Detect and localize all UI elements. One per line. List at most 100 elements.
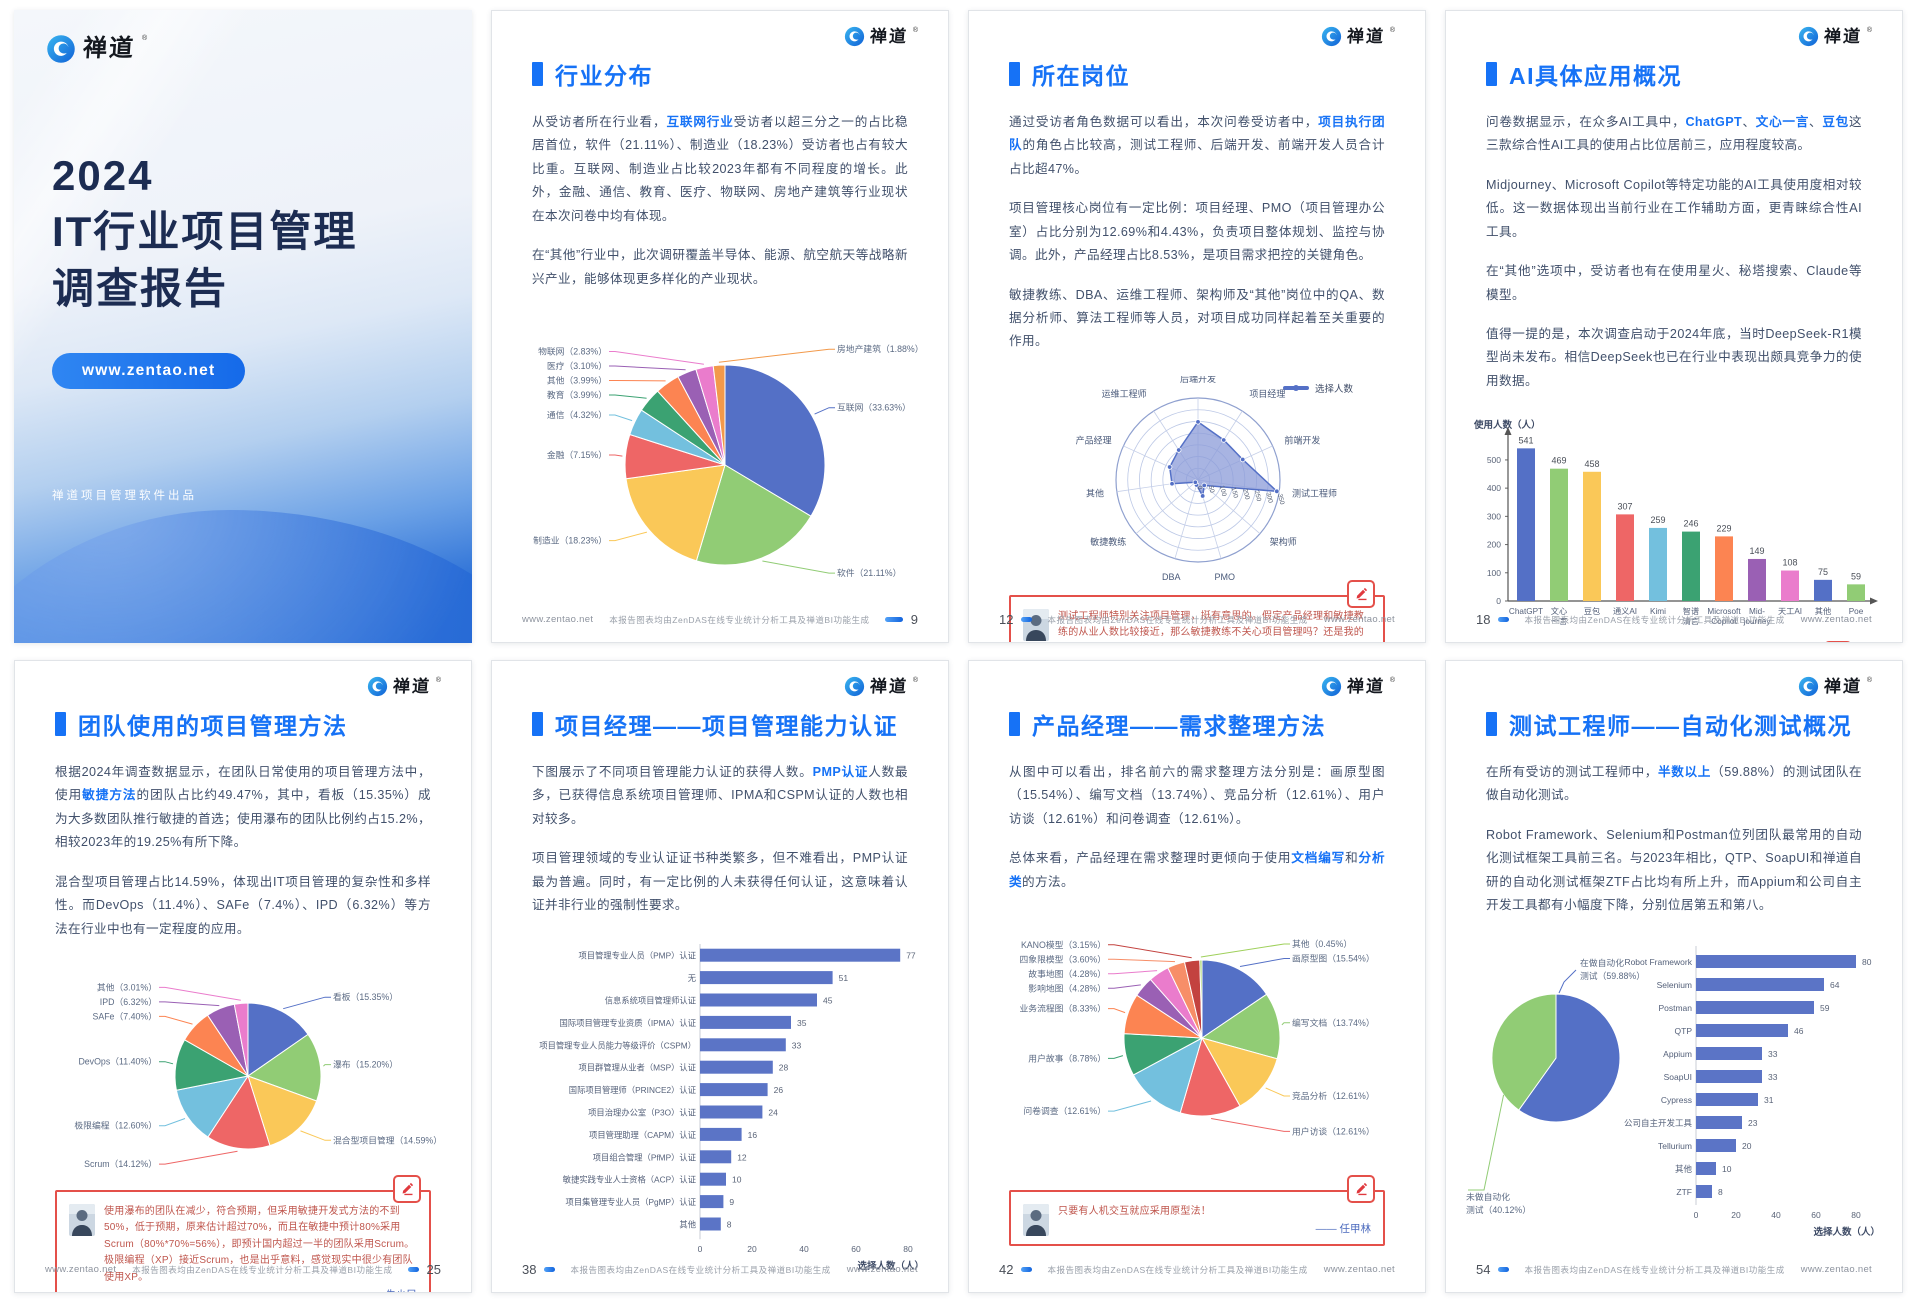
svg-text:使用人数（人）: 使用人数（人） [1473, 419, 1541, 431]
expert-comment-box: 只要有人机交互就应采用原型法！ —— 任甲林 [1009, 1174, 1385, 1246]
svg-text:60: 60 [851, 1244, 861, 1254]
page-autotest: 禅道 ® 测试工程师——自动化测试概况 在所有受访的测试工程师中，半数以上（59… [1445, 660, 1903, 1293]
zentao-logo-text: 禅道 [1823, 27, 1863, 46]
page-footer: 12 本报告图表均由ZenDAS在线专业统计分析工具及禅道BI功能生成 www.… [999, 612, 1395, 627]
title-bullet-icon [1486, 712, 1497, 736]
svg-text:项目群管理从业者（MSP）认证: 项目群管理从业者（MSP）认证 [578, 1062, 696, 1072]
svg-text:40: 40 [799, 1244, 809, 1254]
svg-text:文心: 文心 [1551, 606, 1567, 616]
page-number-bar [1498, 617, 1509, 622]
svg-text:物联网（2.83%）: 物联网（2.83%） [538, 345, 607, 356]
svg-text:ZTF: ZTF [1676, 1187, 1692, 1197]
page-title: 产品经理——需求整理方法 [1009, 707, 1385, 741]
footer-site-link[interactable]: www.zentao.net [846, 1264, 918, 1275]
svg-text:Tellurium: Tellurium [1658, 1141, 1692, 1151]
svg-text:软件（21.11%）: 软件（21.11%） [837, 567, 901, 578]
svg-text:国际项目管理师（PRINCE2）认证: 国际项目管理师（PRINCE2）认证 [569, 1085, 696, 1095]
title-bullet-icon [1009, 62, 1020, 86]
page-footer: 18 本报告图表均由ZenDAS在线专业统计分析工具及禅道BI功能生成 www.… [1476, 612, 1872, 627]
svg-text:在做自动化: 在做自动化 [1580, 957, 1624, 968]
comment-author: —— 朱少民 [104, 1287, 417, 1292]
svg-text:ChatGPT: ChatGPT [1509, 607, 1543, 616]
svg-text:Appium: Appium [1663, 1049, 1692, 1059]
svg-text:108: 108 [1782, 558, 1797, 568]
page-req: 禅道 ® 产品经理——需求整理方法 从图中可以看出，排名前六的需求整理方法分别是… [968, 660, 1426, 1293]
zentao-logo-icon [1798, 26, 1818, 47]
methods-pie-chart: 看板（15.35%） 瀑布（15.20%） 混合型项目管理（14.59%） Scrum… [29, 963, 457, 1190]
zentao-logo-text: 禅道 [1346, 27, 1386, 46]
svg-text:Mid-: Mid- [1749, 607, 1765, 616]
page-footer: www.zentao.net 本报告图表均由ZenDAS在线专业统计分析工具及禅… [45, 1262, 441, 1277]
svg-text:45: 45 [823, 995, 833, 1005]
svg-text:极限编程（12.60%）: 极限编程（12.60%） [74, 1120, 157, 1131]
zentao-logo-text: 禅道 [1823, 677, 1863, 696]
cert-bar-chart: 项目管理专业人员（PMP）认证 77 无 51 信息系统项目管理师认证 45 国际项目管理专… [506, 940, 934, 1292]
comment-item: 使用瀑布的团队在减少，符合预期，但采用敏捷开发式方法的不到50%，低于预期，原来… [69, 1203, 417, 1292]
svg-text:40: 40 [1771, 1210, 1781, 1220]
ai-tools-bar-chart: 使用人数（人） 0 100 200 300 400 500 541 ChatGPT 469 文心 一言… [1460, 415, 1888, 642]
footer-site-link[interactable]: www.zentao.net [522, 614, 594, 625]
svg-text:80: 80 [1851, 1210, 1861, 1220]
industry-pie-chart: 互联网（33.63%） 软件（21.11%） 制造业（18.23%） 金融（7.15%… [506, 313, 934, 618]
pencil-icon [393, 1174, 421, 1203]
svg-text:307: 307 [1617, 502, 1632, 512]
site-pill[interactable]: www.zentao.net [52, 352, 246, 389]
svg-text:33: 33 [792, 1040, 802, 1050]
svg-text:458: 458 [1584, 459, 1599, 469]
svg-text:150: 150 [1230, 486, 1240, 499]
zentao-logo: 禅道 ® [367, 676, 441, 697]
footer-site-link[interactable]: www.zentao.net [1323, 1264, 1395, 1275]
page-footer: 42 本报告图表均由ZenDAS在线专业统计分析工具及禅道BI功能生成 www.… [999, 1262, 1395, 1277]
svg-text:公司自主开发工具: 公司自主开发工具 [1624, 1118, 1693, 1128]
footer-note: 本报告图表均由ZenDAS在线专业统计分析工具及禅道BI功能生成 [1524, 614, 1785, 625]
svg-text:其他: 其他 [1815, 606, 1831, 616]
footer-note: 本报告图表均由ZenDAS在线专业统计分析工具及禅道BI功能生成 [1524, 1264, 1785, 1275]
pencil-icon [1824, 641, 1852, 642]
svg-text:项目组合管理（PfMP）认证: 项目组合管理（PfMP）认证 [593, 1152, 696, 1162]
zentao-logo: 禅道 ® [844, 26, 918, 47]
svg-text:20: 20 [1742, 1141, 1752, 1151]
page-number-bar [408, 1267, 419, 1272]
cover-title-line: 调查报告 [52, 264, 229, 312]
svg-text:0: 0 [1694, 1210, 1699, 1220]
svg-text:测试（59.88%）: 测试（59.88%） [1580, 970, 1645, 981]
svg-text:运维工程师: 运维工程师 [1102, 388, 1147, 399]
page-number-bar [1021, 1267, 1032, 1272]
svg-text:DBA: DBA [1162, 572, 1181, 582]
registered-mark: ® [1389, 677, 1395, 684]
svg-text:架构师: 架构师 [1270, 536, 1297, 547]
svg-text:Selenium: Selenium [1657, 980, 1692, 990]
registered-mark: ® [142, 35, 148, 42]
footer-site-link[interactable]: www.zentao.net [1323, 614, 1395, 625]
page-title: AI具体应用概况 [1486, 57, 1862, 91]
svg-text:24: 24 [768, 1107, 778, 1117]
page-title: 项目经理——项目管理能力认证 [532, 707, 908, 741]
svg-text:Kimi: Kimi [1650, 607, 1666, 616]
cover-title: 2024 IT行业项目管理 调查报告 [52, 148, 472, 317]
page-title: 所在岗位 [1009, 57, 1385, 91]
zentao-logo-icon [1321, 676, 1341, 697]
footer-site-link[interactable]: www.zentao.net [1800, 1264, 1872, 1275]
svg-text:51: 51 [839, 973, 849, 983]
svg-text:541: 541 [1518, 436, 1533, 446]
footer-note: 本报告图表均由ZenDAS在线专业统计分析工具及禅道BI功能生成 [1047, 1264, 1308, 1275]
page-footer: www.zentao.net 本报告图表均由ZenDAS在线专业统计分析工具及禅… [522, 612, 918, 627]
svg-text:35: 35 [797, 1017, 807, 1027]
svg-text:8: 8 [1718, 1187, 1723, 1197]
svg-text:400: 400 [1487, 483, 1501, 493]
svg-text:智谱: 智谱 [1683, 606, 1699, 616]
svg-text:产品经理: 产品经理 [1076, 434, 1112, 445]
zentao-logo-icon [1321, 26, 1341, 47]
svg-text:无: 无 [688, 973, 696, 983]
footer-site-link[interactable]: www.zentao.net [45, 1264, 117, 1275]
registered-mark: ® [912, 27, 918, 34]
page-footer: 54 本报告图表均由ZenDAS在线专业统计分析工具及禅道BI功能生成 www.… [1476, 1262, 1872, 1277]
footer-site-link[interactable]: www.zentao.net [1800, 614, 1872, 625]
footer-note: 本报告图表均由ZenDAS在线专业统计分析工具及禅道BI功能生成 [609, 614, 870, 625]
registered-mark: ® [435, 677, 441, 684]
svg-text:59: 59 [1820, 1003, 1830, 1013]
svg-text:33: 33 [1768, 1049, 1778, 1059]
zentao-logo-text: 禅道 [82, 36, 136, 62]
svg-text:SAFe（7.40%）: SAFe（7.40%） [92, 1011, 157, 1021]
registered-mark: ® [1866, 27, 1872, 34]
